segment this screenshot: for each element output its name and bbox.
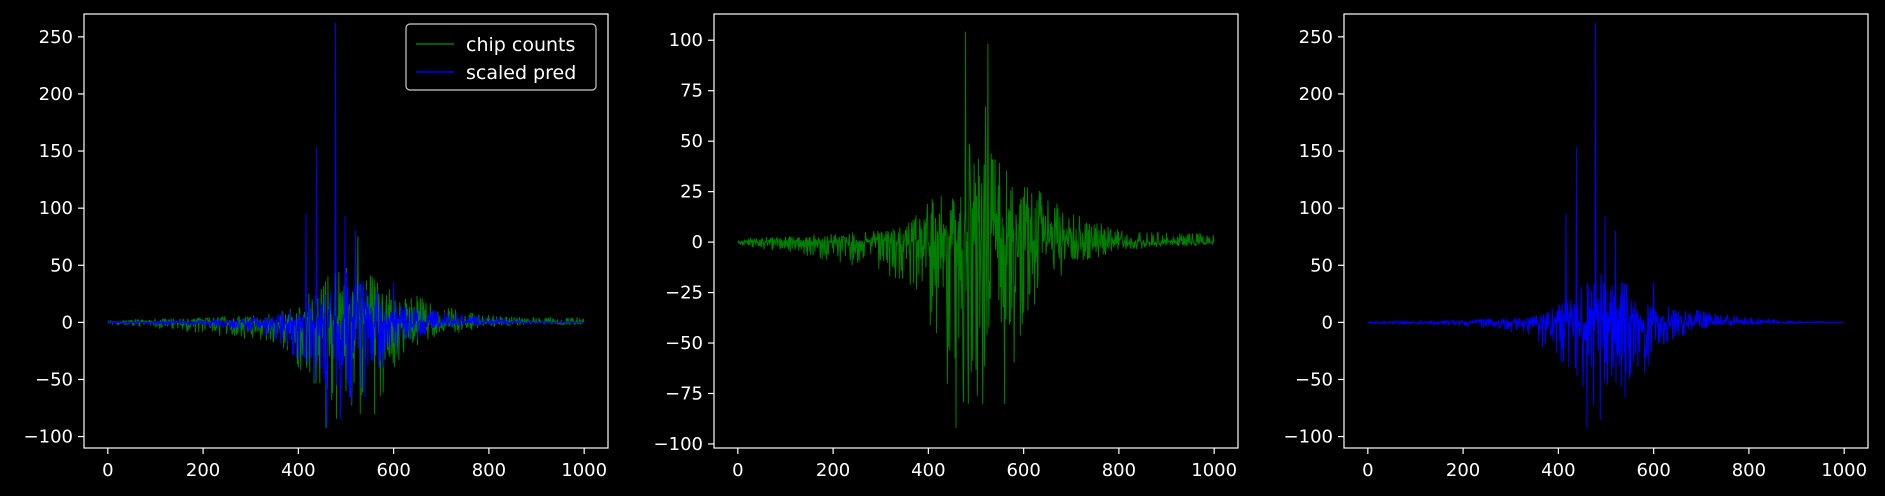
x-tick-label: 0 bbox=[1362, 460, 1373, 481]
y-tick-label: 100 bbox=[1299, 198, 1333, 219]
y-tick-label: −50 bbox=[1295, 369, 1333, 390]
x-tick-label: 600 bbox=[1636, 460, 1670, 481]
x-tick-label: 200 bbox=[1446, 460, 1480, 481]
x-tick-label: 0 bbox=[732, 460, 743, 481]
axes-frame bbox=[83, 13, 609, 449]
x-tick-label: 400 bbox=[281, 460, 315, 481]
y-tick-label: 150 bbox=[1299, 141, 1333, 162]
x-tick-label: 1000 bbox=[561, 460, 607, 481]
series-line-series-1 bbox=[737, 31, 1215, 429]
y-tick-label: 50 bbox=[1310, 255, 1333, 276]
y-tick-label: 50 bbox=[680, 131, 703, 152]
axes-frame bbox=[1343, 13, 1869, 449]
legend-label: chip counts bbox=[466, 34, 575, 56]
x-tick-label: 400 bbox=[911, 460, 945, 481]
x-tick-label: 1000 bbox=[1191, 460, 1237, 481]
legend-box bbox=[405, 23, 597, 91]
x-tick-label: 800 bbox=[472, 460, 506, 481]
y-tick-label: 75 bbox=[680, 81, 703, 102]
y-tick-label: 250 bbox=[1299, 27, 1333, 48]
y-tick-label: −50 bbox=[35, 369, 73, 390]
y-tick-label: −25 bbox=[665, 283, 703, 304]
y-tick-label: −75 bbox=[665, 383, 703, 404]
legend: chip counts scaled pred bbox=[405, 23, 597, 91]
x-tick-label: 0 bbox=[102, 460, 113, 481]
y-tick-label: 0 bbox=[692, 232, 703, 253]
y-tick-label: −100 bbox=[24, 427, 73, 448]
y-tick-label: 25 bbox=[680, 182, 703, 203]
x-tick-label: 200 bbox=[186, 460, 220, 481]
y-tick-label: 50 bbox=[50, 255, 73, 276]
series-line-series-1 bbox=[1367, 22, 1844, 428]
y-tick-label: 250 bbox=[39, 27, 73, 48]
x-tick-label: 400 bbox=[1541, 460, 1575, 481]
subplot-1: 0 200 400 600 800 1000 −100 −50 0 50 100 150 200 250 c… bbox=[24, 13, 609, 481]
y-tick-label: 100 bbox=[39, 198, 73, 219]
y-tick-label: 150 bbox=[39, 141, 73, 162]
x-tick-label: 600 bbox=[376, 460, 410, 481]
x-tick-label: 800 bbox=[1732, 460, 1766, 481]
x-tick-label: 200 bbox=[816, 460, 850, 481]
y-tick-label: −100 bbox=[1284, 427, 1333, 448]
x-tick-label: 600 bbox=[1006, 460, 1040, 481]
x-tick-label: 1000 bbox=[1821, 460, 1867, 481]
y-tick-label: −100 bbox=[654, 434, 703, 455]
y-tick-label: 200 bbox=[1299, 84, 1333, 105]
y-tick-label: 0 bbox=[62, 312, 73, 333]
y-tick-label: 200 bbox=[39, 84, 73, 105]
y-tick-label: −50 bbox=[665, 333, 703, 354]
axes-frame bbox=[713, 13, 1239, 449]
legend-label: scaled pred bbox=[466, 62, 576, 84]
series-line-scaled-pred bbox=[107, 22, 584, 428]
subplot-3: 0 200 400 600 800 1000 −100 −50 0 50 100 150 200 250 bbox=[1284, 13, 1869, 481]
x-tick-label: 800 bbox=[1102, 460, 1136, 481]
y-tick-label: 0 bbox=[1322, 312, 1333, 333]
y-tick-label: 100 bbox=[669, 30, 703, 51]
subplot-2: 0 200 400 600 800 1000 −100 −75 −50 −25 0 25 50 75 100 bbox=[654, 13, 1239, 481]
